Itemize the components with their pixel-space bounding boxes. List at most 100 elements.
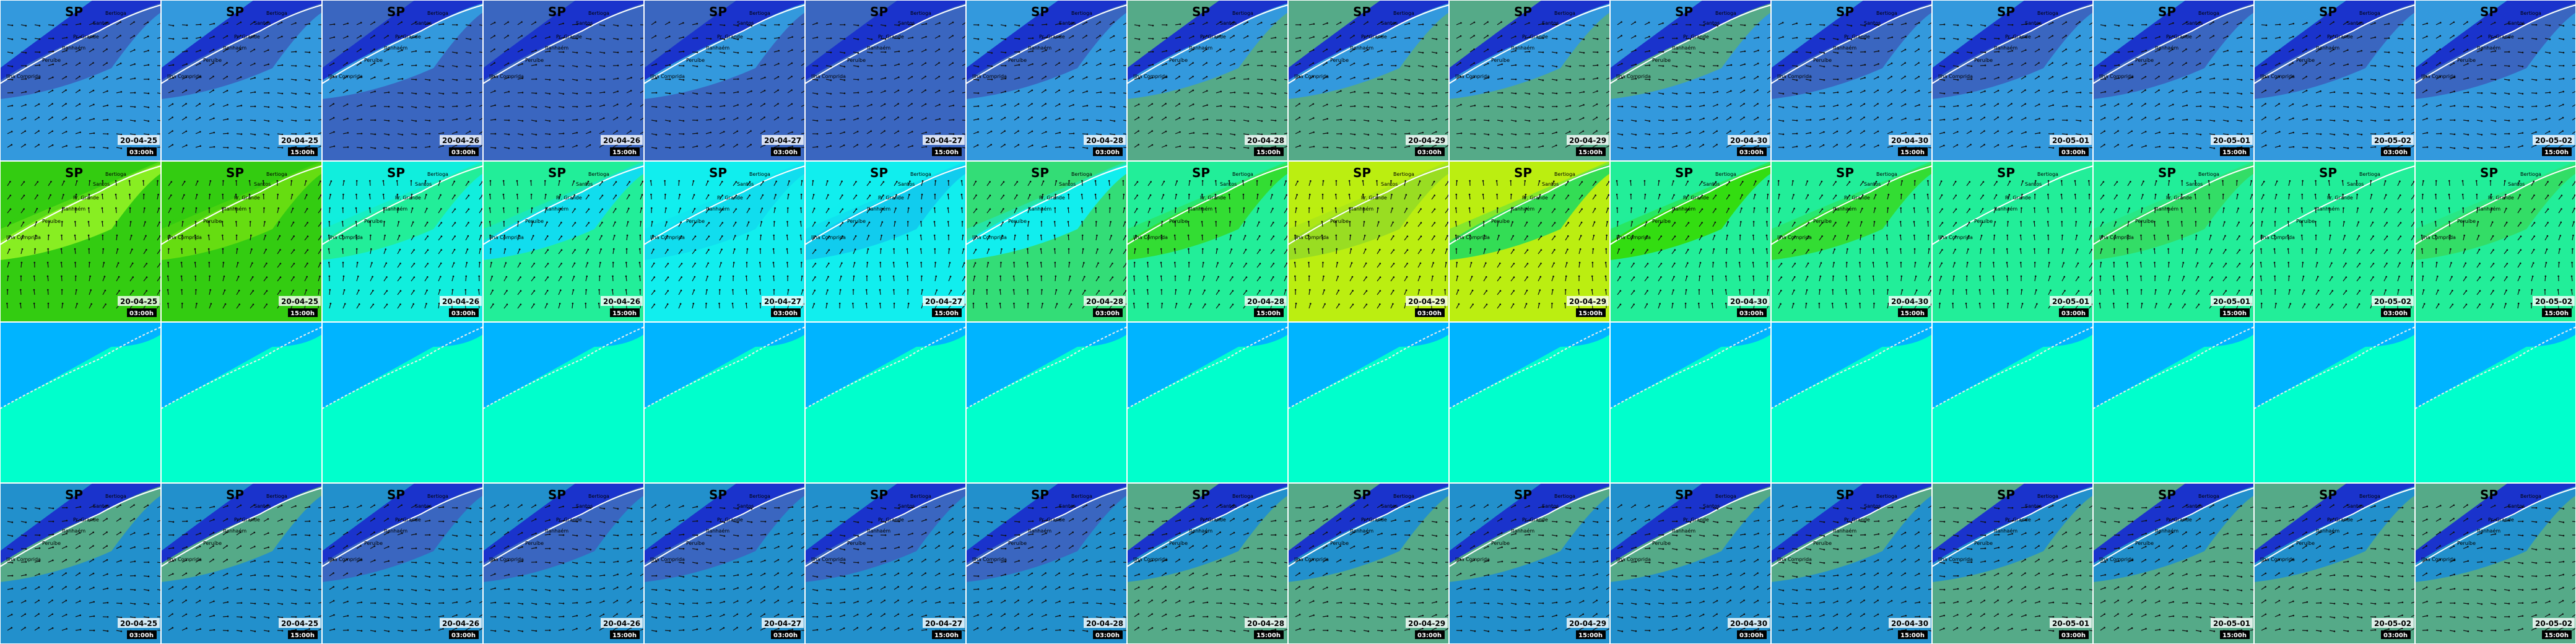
arrow-head [764,63,767,66]
arrow-head [1460,22,1462,24]
arrow-head [1730,64,1733,66]
arrow-head [630,64,633,66]
arrow-head [2522,145,2523,147]
arrow-head [1501,147,1503,149]
arrow-head [925,76,926,77]
arrow-head [1863,103,1866,105]
arrow-head [2466,21,2468,23]
arrow-head [240,90,242,92]
arrow-head [494,62,495,64]
arrow-head [549,146,551,149]
arrow-head [1515,107,1517,108]
arrow-head [251,262,253,264]
frame-time: 03:00h [129,310,154,317]
arrow-head [1918,48,1920,50]
arrow-head [222,180,224,182]
arrow-head [415,146,417,149]
arrow-head [1192,89,1194,92]
wind-arrow [34,77,40,80]
arrow-head [415,35,417,38]
wind-arrow [397,133,402,136]
arrow-head [106,35,108,37]
arrow-head [1983,130,1985,132]
arrow-head [1165,89,1167,91]
arrow-head [65,131,67,133]
arrow-head [590,38,592,40]
arrow-head [398,235,401,237]
wind-arrow [544,92,550,94]
arrow-head [682,64,685,67]
arrow-head [1312,62,1315,64]
wind-arrow [250,120,256,121]
arrow-head [1059,146,1061,148]
arrow-head [1877,89,1879,92]
wind-arrow [143,64,149,66]
wind-arrow [787,24,793,25]
shelf-zone [483,0,644,99]
arrow-head [295,107,297,108]
arrow-head [1796,79,1798,81]
arrow-head [1059,117,1061,120]
arrow-head [2066,76,2068,79]
arrow-head [374,133,376,136]
frame-time: 15:00h [1256,149,1281,156]
arrow-head [843,24,846,26]
arrow-head [240,147,243,149]
wind-arrow [356,35,362,39]
region-label: SP [2158,4,2176,19]
arrow-head [1730,103,1732,105]
wind-arrow [531,147,537,149]
arrow-head [2426,35,2428,38]
arrow-head [2535,92,2538,94]
arrow-head [489,180,492,182]
arrow-head [1381,78,1383,80]
wind-arrow [678,51,684,53]
arrow-head [1528,93,1531,95]
frame-time: 03:00h [1417,149,1442,156]
arrow-head [1970,117,1972,119]
arrow-head [1408,79,1411,81]
arrow-head [991,104,993,107]
arrow-head [2104,144,2105,146]
arrow-head [2052,62,2053,64]
arrow-head [1395,146,1397,149]
arrow-head [74,220,76,223]
arrow-head [1234,134,1236,136]
arrow-head [1943,38,1946,40]
wind-arrow [544,51,550,53]
arrow-head [277,207,280,209]
wind-arrow [89,104,94,107]
arrow-head [682,36,685,38]
wind-arrow [277,50,282,53]
arrow-head [736,144,738,146]
arrow-head [268,63,269,66]
arrow-head [2333,147,2336,149]
arrow-head [63,180,65,183]
wind-arrow [572,79,577,81]
wind-arrow [7,51,12,54]
arrow-head [1984,38,1986,40]
arrow-head [1648,120,1651,122]
wind-arrow [7,131,12,134]
arrow-head [628,194,630,196]
arrow-head [1473,35,1475,37]
arrow-head [1796,22,1798,25]
arrow-head [897,130,900,133]
arrow-head [1634,21,1637,23]
arrow-head [991,24,993,27]
arrow-head [248,180,251,182]
arrow-head [481,221,483,224]
arrow-head [186,24,188,26]
arrow-head [2279,24,2281,25]
arrow-head [224,289,226,291]
wind-arrow [222,49,228,53]
arrow-head [268,106,270,108]
wind-arrow [236,90,242,94]
arrow-head [952,76,954,78]
place-name: Pr. Grande [2005,34,2031,40]
arrow-head [1113,77,1116,80]
wind-arrow [195,131,201,134]
arrow-head [1716,130,1718,132]
